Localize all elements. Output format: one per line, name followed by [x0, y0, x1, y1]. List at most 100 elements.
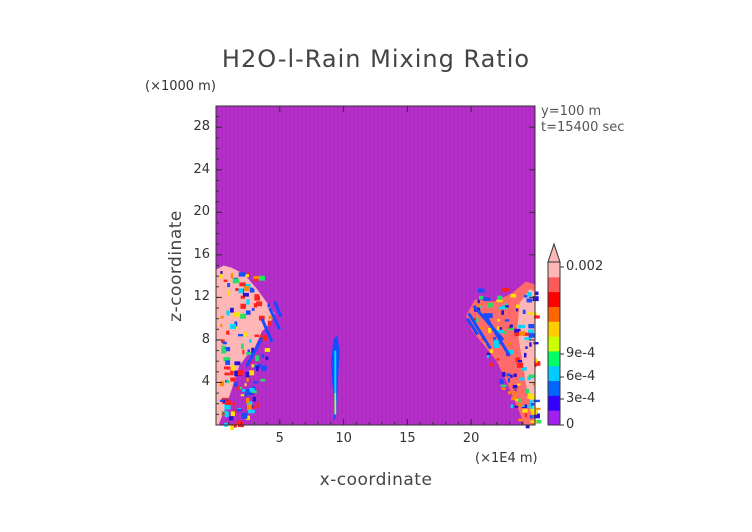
rain-cell [523, 294, 528, 298]
rain-region-central-column [330, 334, 340, 420]
rain-cell [227, 290, 230, 296]
x-axis-unit: (×1E4 m) [475, 451, 538, 466]
rain-cell [510, 293, 517, 298]
rain-cell [486, 314, 490, 319]
rain-cell [249, 387, 255, 392]
rain-cell [230, 377, 235, 382]
rain-cell [516, 362, 524, 368]
rain-cell [497, 330, 504, 334]
rain-cell [219, 399, 225, 402]
rain-streak [482, 312, 511, 357]
rain-cell [506, 349, 514, 355]
rain-cell [230, 370, 234, 376]
rain-cell [511, 396, 517, 401]
rain-cell [231, 365, 235, 371]
x-axis-label: x-coordinate [319, 470, 433, 490]
rain-cell [493, 339, 500, 344]
y-tick-label: 16 [193, 246, 210, 262]
rain-cell [249, 370, 255, 376]
rain-cell [237, 333, 244, 337]
rain-cell [498, 306, 504, 310]
rain-cell [501, 310, 504, 315]
rain-cell [245, 310, 251, 315]
rain-cell [256, 402, 259, 408]
rain-cell [502, 287, 509, 292]
rain-cell [220, 324, 223, 327]
rain-cell [226, 366, 231, 370]
rain-cell [243, 332, 247, 337]
y-tick-label: 12 [193, 289, 210, 305]
rain-cell [483, 297, 491, 302]
rain-cell [240, 295, 245, 299]
rain-cell [499, 379, 504, 384]
rain-cell [510, 404, 514, 409]
rain-cell [528, 324, 535, 329]
rain-cell [504, 319, 510, 322]
rain-cell [258, 275, 266, 281]
rain-cell [532, 296, 539, 302]
rain-cell [230, 307, 234, 313]
rain-cell [231, 423, 237, 428]
rain-cell [527, 312, 532, 315]
rain-cell [529, 342, 532, 347]
rain-streak [245, 337, 264, 368]
rain-cell [242, 292, 249, 297]
rain-cell [502, 372, 506, 377]
rain-cell [513, 389, 517, 392]
rain-cell [479, 306, 482, 309]
rain-cell [244, 286, 249, 292]
rain-cell [223, 357, 231, 362]
colorbar-frame [547, 261, 561, 426]
x-tick-label: 10 [335, 431, 352, 446]
rain-cell [244, 393, 248, 397]
rain-streak [466, 317, 479, 336]
rain-cell [220, 271, 223, 274]
rain-cell [486, 352, 491, 356]
colorbar-extend-arrow [547, 242, 561, 263]
rain-cell [261, 354, 265, 358]
rain-cell [256, 301, 263, 307]
rain-cell [519, 377, 525, 381]
rain-cell [486, 313, 493, 319]
colorbar-tick-label: 0 [566, 417, 575, 432]
rain-streak [273, 301, 283, 318]
rain-cell [515, 308, 519, 312]
rain-cell [508, 342, 511, 346]
rain-cell [518, 324, 526, 329]
rain-cell [245, 415, 251, 420]
rain-cell [528, 374, 536, 379]
rain-cell [228, 416, 234, 421]
rain-cell [494, 343, 500, 348]
rain-cell [493, 336, 497, 342]
rain-cell [241, 343, 244, 350]
rain-cell [224, 372, 230, 376]
colorbar-swatch [548, 410, 560, 426]
rain-cell [245, 352, 252, 355]
rain-cell [232, 402, 235, 406]
rain-cell [238, 288, 243, 294]
rain-cell [487, 302, 493, 308]
rain-region-right-storm [466, 281, 542, 429]
rain-cell [242, 349, 245, 355]
rain-cell [251, 347, 254, 354]
rain-cell [529, 415, 533, 419]
rain-cell [530, 420, 537, 423]
rain-cell [260, 335, 268, 341]
rain-cell [230, 424, 234, 431]
rain-cell [232, 278, 240, 284]
rain-cell [249, 287, 254, 293]
rain-cell [225, 379, 228, 383]
rain-cell [496, 326, 501, 331]
rain-cell [527, 393, 532, 398]
rain-cell [267, 303, 271, 308]
rain-cell [499, 327, 502, 330]
rain-cell [246, 401, 253, 406]
rain-cell [238, 272, 246, 277]
rain-cell [524, 337, 532, 340]
rain-cell [251, 390, 257, 394]
rain-cell [479, 326, 484, 330]
colorbar-swatch [548, 350, 560, 367]
rain-cell [223, 366, 229, 370]
colorbar-swatch [548, 306, 560, 322]
